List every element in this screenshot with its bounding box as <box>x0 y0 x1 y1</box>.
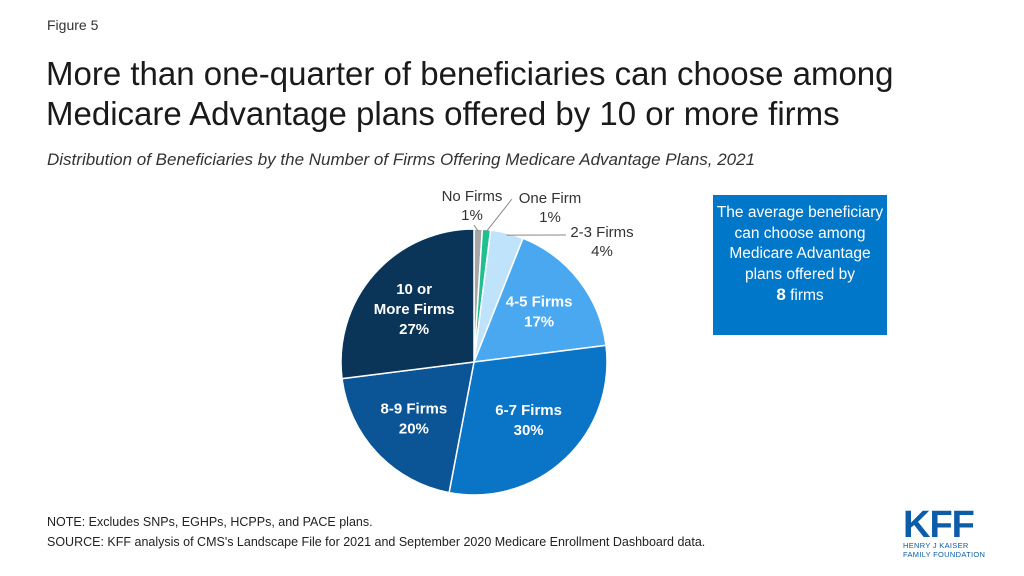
average-callout-box: The average beneficiary can choose among… <box>713 195 887 335</box>
pie-slice-4-5-firms <box>472 237 607 363</box>
slice-label-6-7-firms: 6-7 Firms 30% <box>495 402 562 439</box>
pie-slice-10-or-more-firms <box>340 228 475 380</box>
callout-number: 8 <box>776 285 786 304</box>
chart-title: More than one-quarter of beneficiaries c… <box>46 55 894 132</box>
callout-text: The average beneficiary can choose among… <box>716 204 884 283</box>
kff-logo: KFF HENRY J KAISER FAMILY FOUNDATION <box>903 504 995 562</box>
kff-logo-line2: FAMILY FOUNDATION <box>903 549 986 559</box>
figure-label: Figure 5 <box>47 17 99 33</box>
slice-label-no-firms: No Firms 1% <box>442 188 503 224</box>
leader-line-no-firms <box>473 224 479 232</box>
pie-slice-6-7-firms <box>448 344 608 496</box>
kff-logo-line1: HENRY J KAISER <box>903 541 969 550</box>
slice-label-8-9-firms: 8-9 Firms 20% <box>381 400 448 437</box>
pie-slice-8-9-firms <box>341 361 475 494</box>
note-text: NOTE: Excludes SNPs, EGHPs, HCPPs, and P… <box>47 515 373 529</box>
slice-label-2-3-firms: 2-3 Firms 4% <box>570 224 633 260</box>
callout-unit: firms <box>790 287 824 304</box>
kff-logo-mark: KFF <box>903 504 975 546</box>
source-text: SOURCE: KFF analysis of CMS's Landscape … <box>47 535 706 549</box>
slice-label-4-5-firms: 4-5 Firms 17% <box>506 293 573 330</box>
chart-subtitle: Distribution of Beneficiaries by the Num… <box>47 150 756 169</box>
slice-label-10-or-more-firms: 10 or More Firms 27% <box>374 281 455 338</box>
leader-line-one-firm <box>485 198 513 232</box>
slice-label-one-firm: One Firm 1% <box>519 190 582 226</box>
